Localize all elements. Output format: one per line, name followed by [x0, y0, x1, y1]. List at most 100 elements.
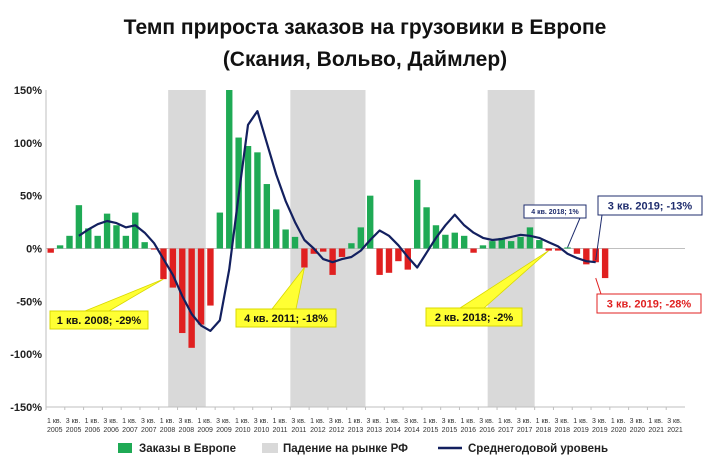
- annotation-pointer: [567, 217, 581, 248]
- x-tick-label-quarter: 3 кв.: [291, 418, 306, 425]
- bar-orders: [413, 179, 421, 249]
- x-tick-label-year: 2012: [329, 427, 345, 434]
- bar-series: [47, 90, 609, 348]
- x-tick-label-quarter: 1 кв.: [197, 418, 212, 425]
- legend: Заказы в Европе Падение на рынке РФ Средне…: [118, 443, 608, 455]
- x-tick-label-quarter: 1 кв.: [460, 418, 475, 425]
- x-tick-label-quarter: 1 кв.: [498, 418, 513, 425]
- x-tick-label-quarter: 3 кв.: [141, 418, 156, 425]
- x-tick-label-quarter: 1 кв.: [423, 418, 438, 425]
- chart-title-line2: (Скания, Вольво, Даймлер): [223, 48, 507, 71]
- bar-orders: [179, 248, 186, 334]
- y-tick-label: 150%: [14, 85, 42, 97]
- annotation-label: 1 кв. 2008; -29%: [57, 315, 142, 327]
- x-tick-label-quarter: 1 кв.: [160, 418, 175, 425]
- annotation-box: [597, 195, 703, 216]
- bar-orders: [564, 247, 571, 249]
- bar-orders: [56, 245, 64, 249]
- x-tick-label-year: 2010: [235, 427, 251, 434]
- bar-orders: [385, 248, 393, 273]
- bar-orders: [545, 248, 552, 251]
- bar-orders: [132, 212, 139, 249]
- bar-orders: [94, 235, 101, 249]
- x-tick-label-quarter: 1 кв.: [648, 418, 663, 425]
- bar-orders: [75, 205, 83, 249]
- bar-orders: [216, 212, 224, 249]
- x-tick-label-year: 2014: [404, 427, 420, 434]
- moving-average-series: [78, 109, 596, 332]
- x-tick-label-quarter: 3 кв.: [667, 418, 682, 425]
- x-tick-label-year: 2010: [254, 427, 270, 434]
- x-tick-label-year: 2012: [310, 427, 326, 434]
- x-tick-label-quarter: 3 кв.: [554, 418, 569, 425]
- x-tick-label-quarter: 3 кв.: [103, 418, 118, 425]
- x-tick-label-quarter: 1 кв.: [611, 418, 626, 425]
- x-tick-label-year: 2009: [197, 427, 213, 434]
- annotation-pointer: [595, 214, 603, 261]
- bar-orders: [470, 248, 477, 253]
- bar-orders: [498, 237, 505, 249]
- bar-orders: [489, 241, 496, 249]
- bar-orders: [103, 213, 111, 249]
- x-tick-label-year: 2007: [122, 427, 138, 434]
- x-tick-label-year: 2005: [66, 427, 82, 434]
- annotation-label: 2 кв. 2018; -2%: [435, 312, 514, 324]
- bar-orders: [188, 248, 195, 348]
- x-tick-label-quarter: 3 кв.: [630, 418, 645, 425]
- x-tick-label-quarter: 3 кв.: [179, 418, 194, 425]
- bar-orders: [338, 248, 346, 257]
- x-tick-label-year: 2016: [460, 427, 476, 434]
- x-tick-label-year: 2017: [517, 427, 533, 434]
- bar-orders: [517, 236, 524, 249]
- y-tick-label: 0%: [26, 244, 42, 256]
- x-tick-label-quarter: 3 кв.: [254, 418, 269, 425]
- x-tick-label-year: 2018: [536, 427, 552, 434]
- x-tick-label-quarter: 1 кв.: [310, 418, 325, 425]
- x-tick-label-quarter: 1 кв.: [273, 418, 288, 425]
- annotation-pointer: [595, 277, 602, 295]
- bar-orders: [150, 248, 158, 250]
- bar-orders: [254, 152, 261, 249]
- x-tick-label-year: 2017: [498, 427, 514, 434]
- x-tick-label-year: 2019: [592, 427, 608, 434]
- bar-orders: [263, 184, 271, 249]
- annotation-box: [425, 307, 523, 327]
- bar-orders: [113, 225, 120, 249]
- moving-average-line: [78, 109, 596, 332]
- x-tick-label-year: 2021: [648, 427, 664, 434]
- legend-label: Падение на рынке РФ: [283, 443, 408, 455]
- x-tick-label-quarter: 1 кв.: [122, 418, 137, 425]
- x-tick-label-year: 2008: [179, 427, 195, 434]
- bar-orders: [583, 248, 590, 265]
- x-tick-label-year: 2007: [141, 427, 157, 434]
- x-tick-label-quarter: 1 кв.: [573, 418, 588, 425]
- bar-orders: [348, 243, 355, 249]
- annotation-box: [235, 308, 337, 328]
- x-tick-label-quarter: 3 кв.: [479, 418, 494, 425]
- x-tick-label-quarter: 3 кв.: [367, 418, 382, 425]
- bar-orders: [526, 227, 534, 249]
- legend-label: Среднегодовой уровень: [468, 443, 608, 455]
- annotation-label: 4 кв. 2018; 1%: [531, 209, 579, 216]
- y-tick-label: 100%: [14, 138, 42, 150]
- bar-orders: [507, 241, 515, 249]
- x-tick-label-year: 2016: [479, 427, 495, 434]
- x-tick-label-quarter: 1 кв.: [47, 418, 62, 425]
- bar-orders: [554, 248, 562, 251]
- y-tick-label: -100%: [10, 349, 42, 361]
- bar-orders: [169, 248, 177, 288]
- x-tick-label-quarter: 1 кв.: [385, 418, 400, 425]
- x-tick-label-year: 2020: [611, 427, 627, 434]
- annotation-box: [596, 293, 702, 314]
- annotation-label: 3 кв. 2019; -28%: [607, 298, 692, 310]
- x-tick-label-year: 2005: [47, 427, 63, 434]
- x-tick-label-year: 2013: [367, 427, 383, 434]
- bar-orders: [460, 235, 468, 249]
- annotation-box: [49, 310, 149, 330]
- bar-orders: [66, 235, 73, 249]
- x-tick-label-year: 2011: [291, 427, 306, 434]
- annotations: 1 кв. 2008; -29% 4 кв. 2011; -18% 2 кв. 20…: [49, 195, 703, 330]
- bar-orders: [479, 245, 487, 249]
- annotation-label: 3 кв. 2019; -13%: [608, 200, 693, 212]
